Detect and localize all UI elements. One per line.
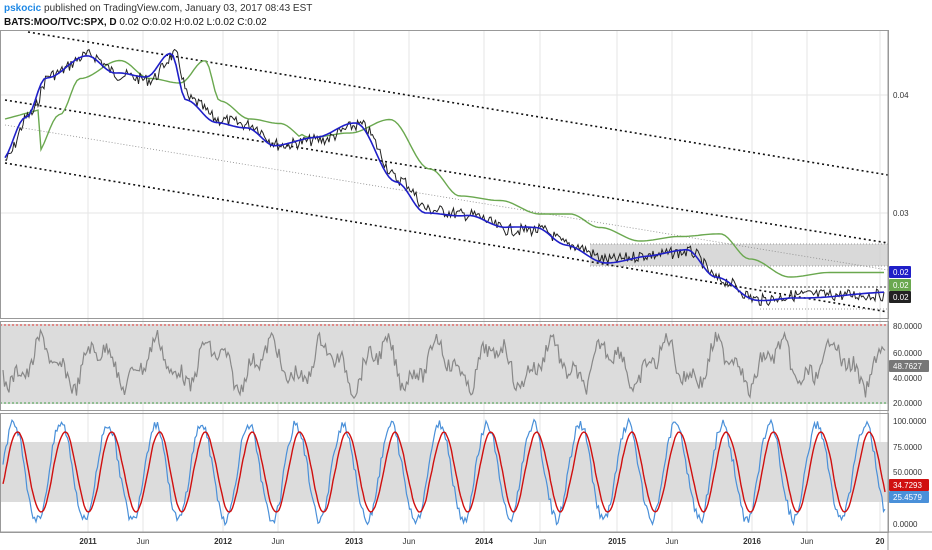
time-tick-label: 2011 — [79, 537, 97, 546]
price-badge: 0.02 — [893, 293, 909, 302]
rsi-tick-label: 60.0000 — [893, 349, 922, 358]
time-tick-label: Jun — [534, 537, 547, 546]
price-badge: 0.02 — [893, 281, 909, 290]
channel-line — [4, 99, 889, 244]
rsi-value-badge: 48.7627 — [893, 362, 922, 371]
stoch-d-line — [2, 431, 886, 513]
time-tick-label: Jun — [666, 537, 679, 546]
time-tick-label: 2014 — [475, 537, 493, 546]
ohlc-values: O:0.02 H:0.02 L:0.02 C:0.02 — [141, 17, 267, 28]
axis-labels: 0.04 0.03 80.0000 60.0000 40.0000 20.0000 100.… — [79, 91, 929, 546]
author-name[interactable]: pskocic — [4, 3, 42, 14]
symbol-header: BATS:MOO/TVC:SPX, D 0.02 O:0.02 H:0.02 L… — [4, 17, 267, 28]
stoch-k-badge: 25.4579 — [893, 493, 922, 502]
stoch-tick-label: 0.0000 — [893, 520, 918, 529]
pane-border — [0, 30, 889, 319]
time-tick-label: 2013 — [345, 537, 363, 546]
pane-borders — [0, 30, 932, 550]
channel-line — [4, 124, 889, 271]
trend-channels — [4, 31, 889, 313]
stoch-tick-label: 50.0000 — [893, 468, 922, 477]
time-tick-label: Jun — [272, 537, 285, 546]
stoch-tick-label: 100.0000 — [893, 417, 927, 426]
rsi-tick-label: 20.0000 — [893, 399, 922, 408]
stoch-k-badge-bg — [889, 491, 929, 503]
price-badge: 0.02 — [893, 268, 909, 277]
time-tick-label: Jun — [801, 537, 814, 546]
price-series — [2, 48, 886, 527]
time-tick-label: Jun — [403, 537, 416, 546]
price-badge-bg — [889, 279, 911, 291]
channel-line — [4, 162, 889, 313]
range-bands — [0, 243, 888, 502]
price-badge-bg — [889, 291, 911, 303]
rsi-line — [2, 328, 886, 400]
stoch-d-badge: 34.7293 — [893, 481, 922, 490]
price-badge-bg — [889, 266, 911, 278]
time-tick-label: 2015 — [608, 537, 626, 546]
price-tick-label: 0.04 — [893, 91, 909, 100]
publish-info: published on TradingView.com, January 03… — [44, 3, 313, 14]
publish-header: pskocic published on TradingView.com, Ja… — [4, 3, 312, 14]
rsi-band — [0, 324, 888, 404]
time-tick-label: Jun — [137, 537, 150, 546]
symbol-label: BATS:MOO/TVC:SPX, D — [4, 17, 117, 28]
time-tick-label: 2012 — [214, 537, 232, 546]
last-value: 0.02 — [119, 17, 139, 28]
stoch-tick-label: 75.0000 — [893, 443, 922, 452]
slow-moving-average — [4, 59, 884, 278]
channel-line — [27, 31, 889, 176]
rsi-tick-label: 40.0000 — [893, 374, 922, 383]
time-tick-label: 2016 — [743, 537, 761, 546]
fast-moving-average — [4, 52, 885, 302]
time-tick-label: 20 — [876, 537, 885, 546]
rsi-value-badge-bg — [889, 360, 929, 372]
rsi-tick-label: 80.0000 — [893, 322, 922, 331]
price-tick-label: 0.03 — [893, 209, 909, 218]
stoch-d-badge-bg — [889, 479, 929, 491]
chart-canvas[interactable]: 0.04 0.03 80.0000 60.0000 40.0000 20.0000 100.… — [0, 30, 932, 550]
range-box-upper — [590, 244, 888, 266]
